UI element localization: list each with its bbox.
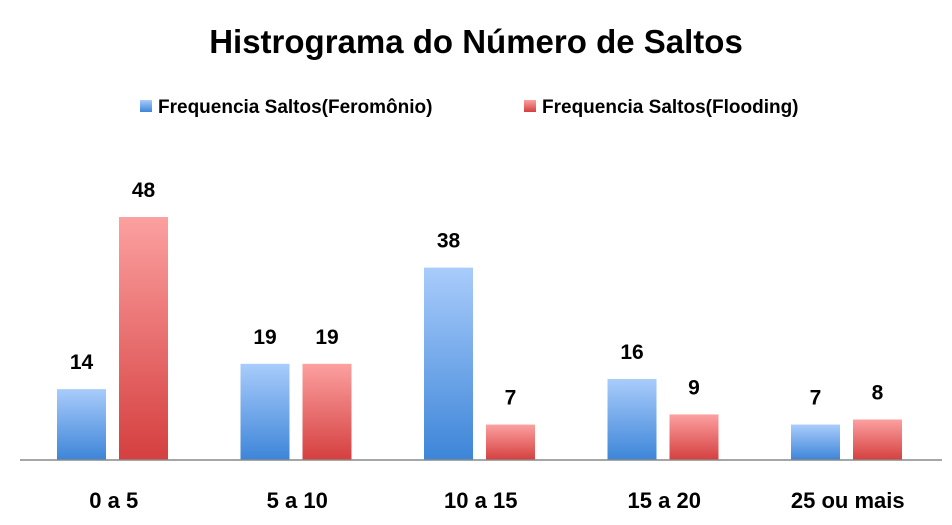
x-tick-label-10-a-15: 10 a 15 [444,488,517,513]
value-label-series1-10-a-15: 7 [505,387,517,410]
chart-title: Histrograma do Número de Saltos [209,23,743,60]
bar-series1-15-a-20 [669,414,719,460]
bar-series0-10-a-15 [424,267,473,460]
bar-series0-5-a-10 [240,363,290,460]
legend: Frequencia Saltos(Feromônio) Frequencia … [140,97,799,118]
value-label-series0-15-a-20: 16 [620,341,643,364]
value-label-series0-0-a-5: 14 [70,351,94,374]
value-label-series0-10-a-15: 38 [437,230,461,253]
x-tick-label-25-ou-mais: 25 ou mais [791,488,905,513]
bar-series0-0-a-5 [57,389,106,460]
x-tick-label-0-a-5: 0 a 5 [89,488,138,513]
value-label-series0-5-a-10: 19 [253,326,276,349]
x-tick-label-5-a-10: 5 a 10 [267,488,328,513]
value-label-series1-15-a-20: 9 [688,376,700,399]
legend-label-feromonio: Frequencia Saltos(Feromônio) [158,97,432,118]
bar-series1-10-a-15 [486,424,535,460]
value-label-series0-25-ou-mais: 7 [810,387,822,410]
value-labels-layer: 14 48 19 19 38 7 16 9 7 8 [70,179,884,410]
value-label-series1-25-ou-mais: 8 [872,382,884,405]
bar-series1-5-a-10 [302,363,352,460]
bars-layer [57,217,902,460]
bar-series0-25-ou-mais [791,424,840,460]
bar-series1-25-ou-mais [853,419,902,460]
value-label-series1-0-a-5: 48 [132,179,156,202]
legend-swatch-feromonio [140,100,152,112]
value-label-series1-5-a-10: 19 [315,326,338,349]
bar-series0-15-a-20 [607,379,657,460]
legend-label-flooding: Frequencia Saltos(Flooding) [542,97,799,118]
bar-series1-0-a-5 [119,217,168,460]
legend-swatch-flooding [524,100,536,112]
x-tick-label-15-a-20: 15 a 20 [628,488,701,513]
x-tick-labels: 0 a 5 5 a 10 10 a 15 15 a 20 25 ou mais [89,488,904,513]
